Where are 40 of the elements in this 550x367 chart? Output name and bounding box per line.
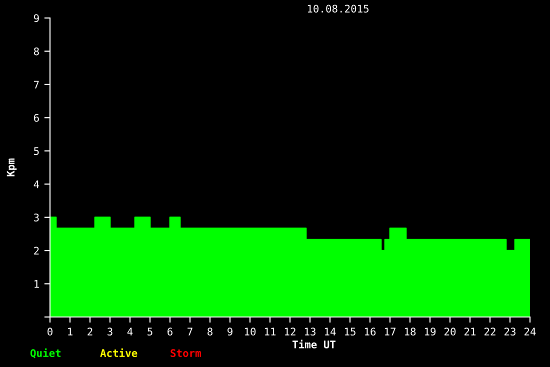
legend-label: Storm [170, 349, 201, 358]
x-tick-label: 14 [324, 328, 336, 336]
x-tick-label: 6 [168, 328, 172, 336]
x-tick-label: 19 [424, 328, 436, 336]
x-tick-label: 9 [228, 328, 232, 336]
x-tick-label: 21 [464, 328, 476, 336]
x-tick-label: 11 [264, 328, 276, 336]
x-tick-label: 1 [68, 328, 72, 336]
y-tick-label: 9 [34, 14, 39, 22]
y-tick-label: 4 [34, 180, 40, 188]
x-tick-label: 8 [208, 328, 212, 336]
y-tick-label: 7 [34, 80, 39, 88]
y-tick-label: 6 [34, 114, 39, 122]
y-tick-label: 5 [34, 147, 39, 156]
x-tick-label: 17 [384, 328, 396, 336]
x-tick-label: 24 [524, 328, 536, 336]
x-tick-label: 0 [48, 328, 52, 336]
x-tick-label: 7 [188, 328, 192, 336]
y-tick-label: 3 [34, 214, 39, 222]
x-tick-label: 5 [148, 328, 152, 336]
y-tick-label: 2 [34, 246, 39, 255]
text: Quiet [30, 348, 61, 358]
x-tick-label: 3 [108, 328, 112, 336]
x-tick-label: 4 [127, 328, 133, 336]
x-tick-label: 13 [304, 328, 316, 336]
x-axis-title: Time UT [292, 340, 336, 348]
x-tick-label: 18 [404, 328, 416, 336]
x-tick-label: 2 [88, 328, 92, 336]
x-tick-label: 23 [504, 328, 516, 336]
x-tick-label: 15 [344, 328, 356, 336]
y-tick-label: 8 [34, 47, 39, 56]
y-axis-title: Kpm [6, 158, 17, 176]
y-tick-label: 1 [34, 280, 39, 288]
x-tick-label: 10 [244, 328, 256, 336]
chart-title: 10.08.2015 [308, 4, 369, 13]
x-tick-label: 12 [284, 328, 296, 336]
legend-label: Active [100, 348, 138, 358]
x-tick-label: 22 [484, 328, 496, 336]
x-tick-label: 16 [364, 328, 376, 336]
x-tick-label: 20 [444, 328, 456, 336]
